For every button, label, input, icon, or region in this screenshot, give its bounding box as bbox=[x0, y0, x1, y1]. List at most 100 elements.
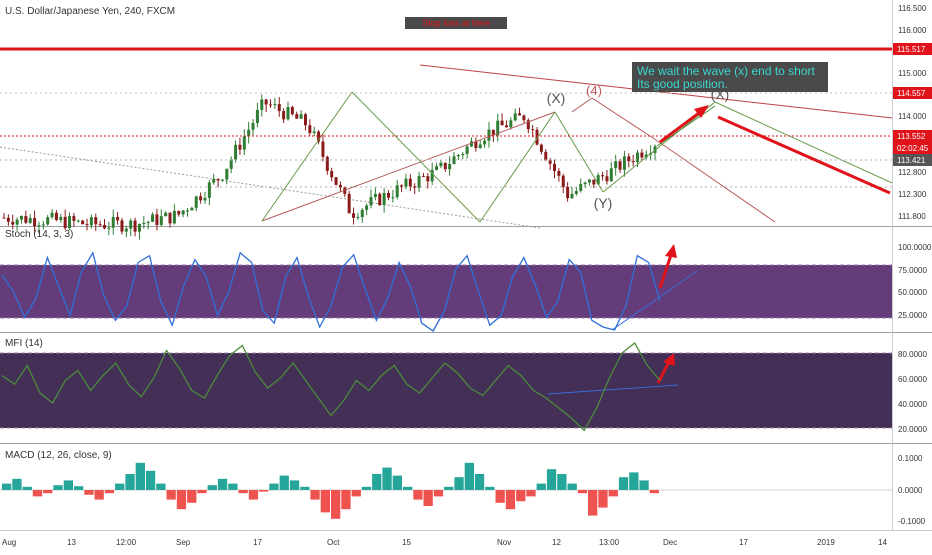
stoch-series-line bbox=[1, 251, 661, 332]
macd-bar bbox=[608, 490, 618, 497]
candle-body bbox=[596, 175, 600, 185]
time-tick: 14 bbox=[878, 538, 887, 547]
candle-body bbox=[269, 104, 273, 106]
wave-leg[interactable] bbox=[479, 111, 556, 223]
candle-body bbox=[116, 216, 120, 221]
time-tick: Oct bbox=[327, 538, 340, 547]
candle-body bbox=[299, 114, 303, 119]
macd-bar bbox=[372, 474, 382, 490]
candle-body bbox=[317, 131, 321, 142]
macd-histogram bbox=[0, 462, 892, 519]
candle-body bbox=[120, 220, 124, 232]
candle-body bbox=[334, 177, 338, 185]
stoch-up-arrow[interactable] bbox=[658, 244, 677, 289]
macd-bar bbox=[495, 490, 505, 503]
macd-bar bbox=[433, 490, 444, 497]
wave-leg[interactable] bbox=[351, 91, 481, 223]
macd-bar bbox=[94, 490, 104, 500]
mfi-tick: 40.0000 bbox=[898, 400, 927, 409]
macd-bar bbox=[485, 486, 495, 490]
candle-body bbox=[618, 161, 622, 170]
time-tick: 15 bbox=[402, 538, 411, 547]
candle-body bbox=[172, 210, 176, 224]
wave-projection[interactable] bbox=[602, 101, 716, 193]
candle-body bbox=[203, 197, 207, 201]
candle-body bbox=[369, 197, 373, 206]
candle-body bbox=[102, 224, 106, 229]
down-arrow[interactable] bbox=[717, 115, 891, 195]
candle-body bbox=[220, 179, 224, 181]
candle-body bbox=[452, 156, 456, 165]
time-axis[interactable]: Aug 13 12:00 Sep 17 Oct 15 Nov 12 13:00 … bbox=[2, 538, 887, 547]
wave-projection[interactable] bbox=[655, 139, 776, 223]
macd-bar bbox=[269, 483, 279, 490]
candle-body bbox=[592, 179, 596, 185]
candle-body bbox=[360, 209, 364, 218]
candle-body bbox=[15, 219, 19, 225]
candle-body bbox=[408, 178, 412, 187]
stoch-support-line[interactable] bbox=[611, 270, 698, 331]
macd-bar bbox=[413, 490, 423, 500]
annotation-box[interactable] bbox=[632, 62, 828, 92]
candle-body bbox=[539, 144, 543, 152]
macd-bar bbox=[567, 483, 577, 490]
macd-bar bbox=[320, 490, 330, 513]
candle-body bbox=[41, 224, 45, 226]
candle-body bbox=[164, 212, 168, 217]
up-arrow[interactable] bbox=[659, 105, 709, 144]
mfi-tick: 60.0000 bbox=[898, 375, 927, 384]
macd-bar bbox=[12, 478, 22, 490]
macd-bar bbox=[135, 462, 145, 490]
candle-body bbox=[583, 182, 587, 185]
annotation-line-1: We wait the wave (x) end to short bbox=[637, 64, 816, 78]
wave-projection[interactable] bbox=[656, 105, 716, 147]
wave-projection[interactable] bbox=[714, 101, 893, 184]
candle-body bbox=[98, 224, 102, 226]
candle-body bbox=[151, 214, 155, 222]
stop-loss-note-box[interactable] bbox=[405, 17, 507, 29]
price-tick: 116.500 bbox=[898, 4, 927, 13]
wave-leg[interactable] bbox=[591, 97, 657, 141]
macd-bar bbox=[22, 486, 32, 490]
candle-body bbox=[190, 207, 194, 211]
mfi-tick: 20.0000 bbox=[898, 425, 927, 434]
macd-bar bbox=[474, 474, 485, 490]
candle-body bbox=[207, 182, 211, 198]
macd-bar bbox=[228, 483, 238, 490]
candle-body bbox=[142, 222, 146, 225]
candle-body bbox=[430, 169, 434, 182]
candle-body bbox=[260, 99, 264, 110]
candle-body bbox=[129, 220, 133, 229]
wave-leg[interactable] bbox=[571, 97, 593, 113]
candle-body bbox=[6, 217, 10, 222]
symbol-title: U.S. Dollar/Japanese Yen, 240, FXCM bbox=[5, 6, 175, 17]
wave-trendline[interactable] bbox=[261, 111, 556, 222]
macd-bar bbox=[382, 467, 392, 490]
price-axis[interactable]: 116.500 116.000 115.000 114.000 112.800 … bbox=[898, 4, 927, 221]
mfi-band bbox=[0, 353, 892, 428]
candle-body bbox=[107, 227, 111, 229]
candle-body bbox=[89, 217, 93, 226]
macd-bar bbox=[166, 490, 176, 500]
candle-body bbox=[461, 153, 465, 156]
candle-body bbox=[382, 192, 386, 206]
candle-body bbox=[474, 141, 478, 149]
candle-body bbox=[557, 170, 561, 176]
candle-body bbox=[553, 163, 557, 171]
macd-tick: -0.1000 bbox=[898, 517, 926, 526]
macd-bar bbox=[392, 475, 402, 490]
main-plot-area[interactable] bbox=[0, 0, 892, 226]
stoch-tick: 50.0000 bbox=[898, 288, 927, 297]
wave-leg[interactable] bbox=[554, 111, 604, 193]
mfi-up-arrow[interactable] bbox=[656, 353, 675, 384]
wave-leg[interactable] bbox=[261, 91, 353, 222]
price-badge-level bbox=[893, 154, 932, 166]
candle-body bbox=[216, 178, 220, 181]
candle-body bbox=[347, 193, 351, 214]
mfi-support-line[interactable] bbox=[547, 384, 679, 395]
candle-body bbox=[94, 217, 98, 225]
candle-body bbox=[456, 155, 460, 157]
candle-body bbox=[636, 152, 640, 162]
candle-body bbox=[76, 220, 80, 222]
candle-body bbox=[81, 220, 85, 225]
